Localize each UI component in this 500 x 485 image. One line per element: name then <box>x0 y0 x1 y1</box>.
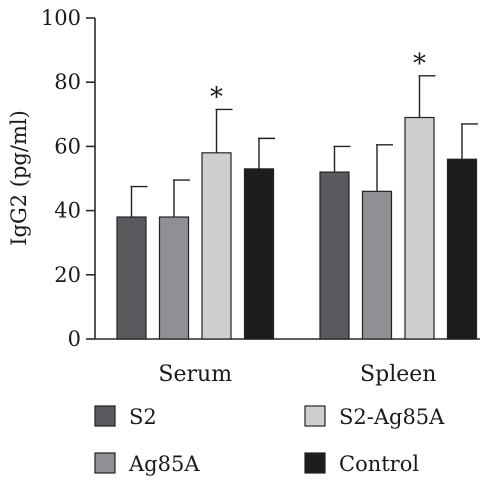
y-tick-label: 0 <box>68 327 81 351</box>
legend-swatch-ag85a <box>94 452 116 474</box>
y-axis-label: IgG2 (pg/ml) <box>7 110 31 246</box>
bar-serum-control <box>243 168 275 340</box>
annotations: ** <box>210 49 426 113</box>
y-tick-label: 60 <box>54 134 81 158</box>
bar-serum-ag85a <box>158 216 190 340</box>
bars <box>116 116 478 340</box>
bar-spleen-s2 <box>319 171 350 340</box>
legend-label-ag85a: Ag85A <box>128 452 200 476</box>
legend-swatch-s2 <box>94 405 116 427</box>
bar-spleen-control <box>446 158 478 340</box>
legend: S2 S2-Ag85A Ag85A Control <box>94 405 445 476</box>
significance-star: * <box>210 82 223 112</box>
bar-serum-s2 <box>116 216 147 340</box>
x-tick-label-spleen: Spleen <box>360 362 436 387</box>
y-tick-label: 40 <box>54 199 81 223</box>
axes: 0 20 40 60 80 100 IgG2 (pg/ml) Serum Spleen <box>7 6 480 387</box>
legend-label-s2: S2 <box>129 405 157 429</box>
bar-spleen-s2-ag85a <box>404 116 435 340</box>
legend-label-s2-ag85a: S2-Ag85A <box>339 405 445 429</box>
significance-star: * <box>413 49 426 79</box>
error-bars <box>130 75 478 218</box>
x-tick-label-serum: Serum <box>158 362 232 387</box>
legend-swatch-control <box>304 452 326 474</box>
y-tick-label: 100 <box>41 6 81 30</box>
y-tick-label: 20 <box>54 263 81 287</box>
legend-swatch-s2-ag85a <box>304 405 326 427</box>
legend-label-control: Control <box>339 452 419 476</box>
bar-serum-s2-ag85a <box>201 152 232 340</box>
y-tick-label: 80 <box>54 70 81 94</box>
bar-spleen-ag85a <box>361 190 393 340</box>
